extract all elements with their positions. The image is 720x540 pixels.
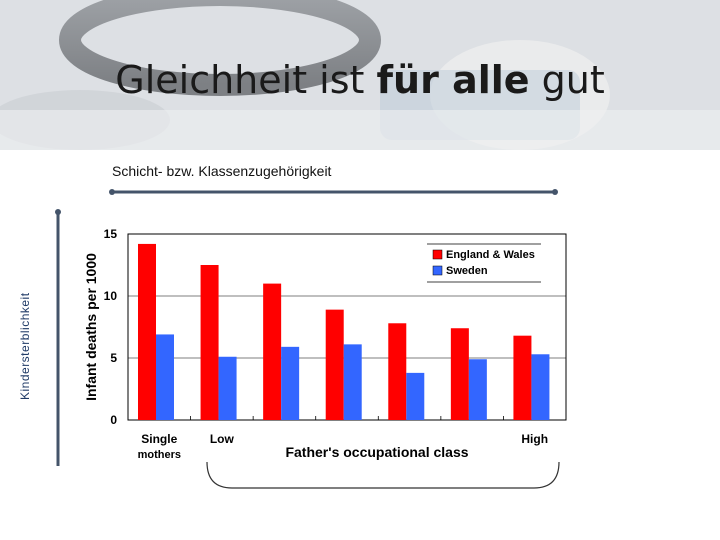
stethoscope-image	[0, 0, 720, 150]
slide-subtitle: Schicht- bzw. Klassenzugehörigkeit	[112, 163, 332, 179]
mortality-arrow-start	[55, 209, 61, 215]
bar-england-wales-6	[450, 328, 469, 420]
class-arrow-start	[109, 189, 115, 195]
bar-england-wales-4	[325, 309, 344, 420]
x-axis-label: Father's occupational class	[285, 444, 468, 460]
bar-sweden-2	[218, 356, 237, 420]
bar-sweden-4	[343, 344, 362, 420]
bar-sweden-7	[531, 354, 550, 420]
legend: England & Wales Sweden	[427, 243, 541, 283]
class-arrow-end	[552, 189, 558, 195]
legend-swatch-england-wales	[432, 249, 443, 260]
legend-label-england-wales: England & Wales	[446, 249, 535, 261]
legend-swatch-sweden	[432, 265, 443, 276]
x-category-label-0-1: mothers	[138, 449, 181, 461]
header-background	[0, 0, 720, 150]
bar-sweden-5	[406, 372, 425, 420]
y-axis-label: Infant deaths per 1000	[83, 253, 99, 401]
bar-sweden-3	[281, 346, 300, 420]
y-tick-label-1: 5	[110, 351, 117, 365]
bar-england-wales-5	[388, 323, 407, 420]
legend-label-sweden: Sweden	[446, 265, 488, 277]
x-category-label-6-0: High	[521, 432, 548, 446]
bar-sweden-1	[156, 334, 174, 420]
bar-england-wales-1	[138, 243, 156, 420]
x-axis-bracket	[206, 461, 560, 489]
x-category-label-0-0: Single	[141, 432, 177, 446]
y-tick-label-3: 15	[104, 227, 118, 241]
bar-england-wales-3	[263, 283, 282, 420]
slide-title: Gleichheit ist für alle gut	[115, 58, 605, 102]
y-tick-label-0: 0	[110, 413, 117, 427]
bar-sweden-6	[468, 359, 487, 420]
bar-england-wales-7	[513, 335, 532, 420]
bar-england-wales-2	[200, 265, 219, 420]
y-tick-label-2: 10	[104, 289, 118, 303]
x-category-label-1-0: Low	[210, 432, 235, 446]
